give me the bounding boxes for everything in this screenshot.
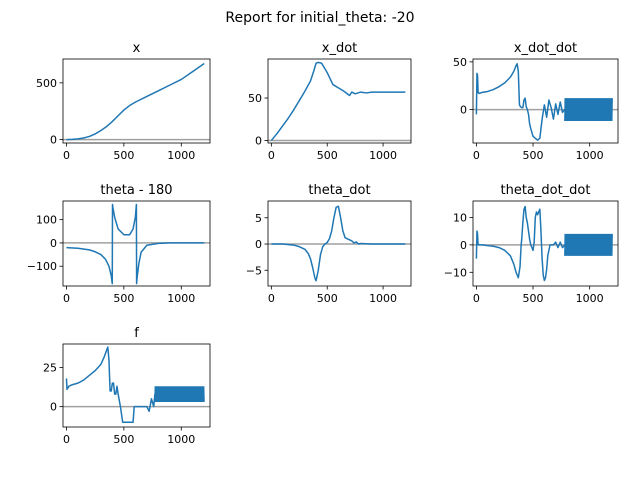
axes-frame	[472, 200, 619, 287]
plot-area	[473, 205, 618, 282]
y-tick-label: 5	[255, 212, 262, 225]
subplot-title: x_dot_dot	[514, 41, 577, 56]
subplot-2: x_dot_dot 0 500 1000 0 50	[453, 41, 619, 162]
subplot-title: theta_dot_dot	[500, 183, 590, 198]
subplot-title: theta - 180	[100, 183, 172, 198]
oscillation-line	[564, 98, 613, 122]
subplot-0: x 0 500 1000 0 500	[36, 41, 211, 162]
x-tick-label: 0	[268, 149, 275, 162]
y-tick-label: 10	[453, 211, 467, 224]
y-tick-label: 0	[460, 239, 467, 252]
x-tick-label: 1000	[369, 149, 397, 162]
plot-area	[63, 203, 210, 285]
plot-area	[268, 61, 411, 142]
x-tick-label: 500	[317, 149, 338, 162]
subplot-1: x_dot 0 500 1000 0 50	[248, 41, 412, 162]
subplot-title: f	[134, 326, 139, 341]
x-tick-label: 0	[63, 433, 70, 446]
y-tick-label: 0	[50, 237, 57, 250]
x-tick-label: 1000	[369, 292, 397, 305]
axes-frame	[62, 343, 211, 428]
y-tick-label: 0	[50, 134, 57, 147]
x-tick-label: 1000	[167, 292, 195, 305]
x-tick-label: 0	[63, 149, 70, 162]
x-tick-label: 0	[473, 292, 480, 305]
y-tick-label: 0	[255, 134, 262, 147]
series-line-0	[475, 205, 566, 282]
y-tick-label: 50	[248, 92, 262, 105]
x-tick-label: 0	[473, 149, 480, 162]
y-tick-label: 25	[43, 361, 57, 374]
x-tick-label: 500	[317, 292, 338, 305]
y-tick-label: 100	[36, 214, 57, 227]
subplot-5: theta_dot_dot 0 500 1000 −10 0 10	[444, 183, 619, 305]
axes-frame	[267, 200, 412, 287]
y-tick-label: 0	[460, 104, 467, 117]
figure-title: Report for initial_theta: -20	[225, 10, 414, 26]
x-tick-label: 1000	[576, 149, 604, 162]
x-tick-label: 0	[63, 292, 70, 305]
x-tick-label: 500	[113, 149, 134, 162]
y-tick-label: 0	[50, 401, 57, 414]
x-tick-label: 500	[523, 149, 544, 162]
axes-frame	[62, 58, 211, 144]
x-tick-label: 500	[523, 292, 544, 305]
series-line-0	[65, 346, 156, 424]
axes-frame	[472, 58, 619, 144]
plot-area	[268, 205, 411, 282]
subplot-4: theta_dot 0 500 1000 −5 0 5	[246, 183, 412, 305]
subplot-3: theta - 180 0 500 1000 −100 0 100	[27, 183, 211, 305]
subplot-title: x_dot	[322, 41, 358, 56]
axes-frame	[62, 200, 211, 287]
series-line-0	[66, 203, 205, 285]
x-tick-label: 500	[113, 292, 134, 305]
plot-area	[473, 63, 618, 141]
subplot-title: x	[133, 41, 141, 56]
series-line-0	[271, 205, 406, 282]
plot-area	[63, 346, 210, 424]
series-line-0	[66, 62, 205, 141]
y-tick-label: 50	[453, 56, 467, 69]
x-tick-label: 500	[113, 433, 134, 446]
y-tick-label: −100	[27, 260, 57, 273]
subplot-title: theta_dot	[308, 183, 370, 198]
y-tick-label: 0	[255, 238, 262, 251]
axes-frame	[267, 58, 412, 144]
y-tick-label: −10	[444, 266, 467, 279]
x-tick-label: 1000	[576, 292, 604, 305]
oscillation-line	[564, 233, 613, 256]
plot-area	[63, 62, 210, 141]
x-tick-label: 0	[268, 292, 275, 305]
y-tick-label: 500	[36, 77, 57, 90]
x-tick-label: 1000	[167, 149, 195, 162]
x-tick-label: 1000	[167, 433, 195, 446]
series-line-0	[270, 61, 406, 141]
subplot-6: f 0 500 1000 0 25	[43, 326, 211, 446]
oscillation-line	[154, 386, 205, 402]
y-tick-label: −5	[246, 264, 262, 277]
series-line-0	[475, 63, 566, 141]
